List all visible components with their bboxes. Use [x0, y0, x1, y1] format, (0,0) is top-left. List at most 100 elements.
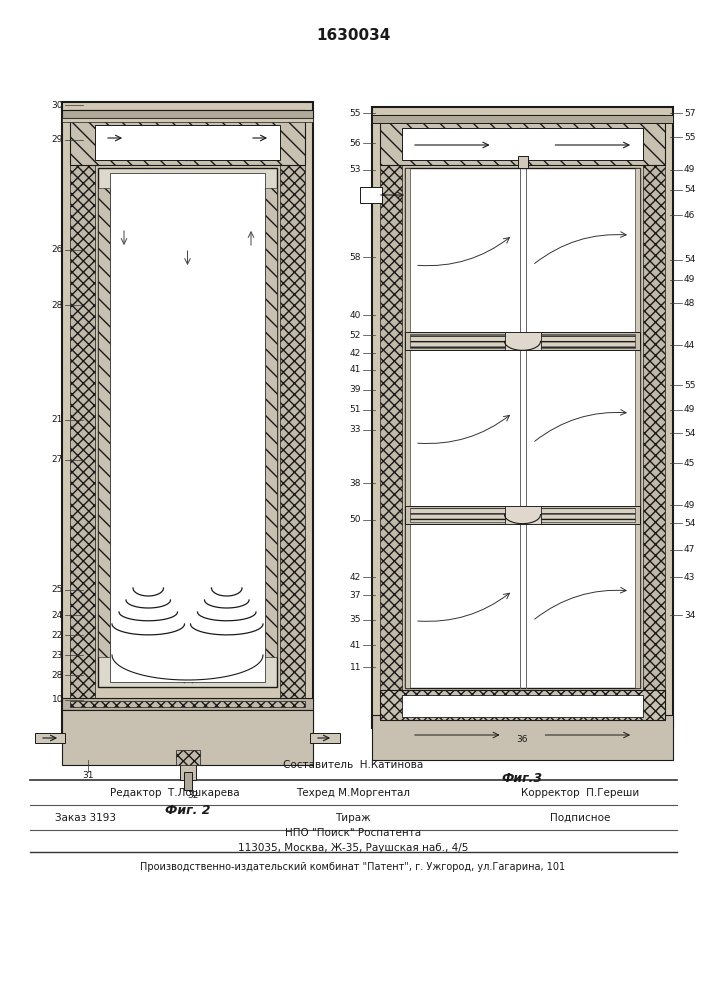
Bar [175, 750, 199, 765]
Bar [372, 115, 673, 123]
Bar [98, 188, 110, 657]
Text: 50: 50 [349, 516, 361, 524]
Bar [372, 715, 673, 760]
Text: 34: 34 [684, 610, 696, 619]
Text: 53: 53 [349, 165, 361, 174]
Text: 38: 38 [349, 479, 361, 488]
Bar [405, 506, 640, 524]
Bar [405, 332, 640, 350]
Text: 40: 40 [350, 310, 361, 320]
Text: 41: 41 [350, 365, 361, 374]
Bar [380, 115, 665, 165]
Text: 55: 55 [684, 380, 696, 389]
Text: Заказ 3193: Заказ 3193 [55, 813, 116, 823]
Text: 25: 25 [52, 585, 63, 594]
Text: 42: 42 [350, 572, 361, 582]
Bar [98, 168, 277, 687]
Bar [95, 125, 280, 160]
Text: Фиг.3: Фиг.3 [502, 772, 543, 784]
Text: 46: 46 [684, 211, 696, 220]
Text: Фиг. 2: Фиг. 2 [165, 804, 210, 816]
Text: 10: 10 [52, 696, 63, 704]
Text: 30: 30 [52, 101, 63, 109]
Text: 29: 29 [52, 135, 63, 144]
Text: Корректор  П.Гереши: Корректор П.Гереши [521, 788, 639, 798]
Text: 42: 42 [350, 349, 361, 358]
Text: 24: 24 [52, 610, 63, 619]
Text: 54: 54 [684, 186, 696, 194]
Bar [265, 188, 277, 657]
Text: 54: 54 [684, 255, 696, 264]
Bar [62, 110, 313, 118]
Bar [70, 701, 305, 707]
Text: Составитель  Н.Катинова: Составитель Н.Катинова [283, 760, 423, 770]
Bar [410, 508, 635, 522]
Text: 49: 49 [684, 165, 696, 174]
Text: 55: 55 [684, 132, 696, 141]
Text: 23: 23 [52, 650, 63, 660]
Text: 49: 49 [684, 275, 696, 284]
Text: Производственно-издательский комбинат "Патент", г. Ужгород, ул.Гагарина, 101: Производственно-издательский комбинат "П… [141, 862, 566, 872]
Text: 113035, Москва, Ж-35, Раушская наб., 4/5: 113035, Москва, Ж-35, Раушская наб., 4/5 [238, 843, 468, 853]
Bar [310, 733, 340, 743]
Text: 48: 48 [684, 298, 696, 308]
Text: Подписное: Подписное [550, 813, 610, 823]
Text: НПО "Поиск" Роспатента: НПО "Поиск" Роспатента [285, 828, 421, 838]
Text: 36: 36 [517, 736, 528, 744]
Bar [62, 102, 313, 733]
Bar [410, 334, 635, 348]
Text: Редактор  Т.Лошкарева: Редактор Т.Лошкарева [110, 788, 240, 798]
Bar [505, 506, 540, 524]
Text: 11: 11 [349, 662, 361, 672]
Text: 54: 54 [684, 428, 696, 438]
Text: 1630034: 1630034 [316, 27, 390, 42]
Text: 27: 27 [52, 456, 63, 464]
Text: 35: 35 [349, 615, 361, 624]
Bar [70, 135, 95, 700]
Bar [505, 332, 540, 350]
Text: 28: 28 [52, 670, 63, 680]
Bar [70, 110, 305, 165]
Bar [643, 142, 665, 692]
Text: Техред М.Моргентал: Техред М.Моргентал [296, 788, 410, 798]
Text: 33: 33 [349, 426, 361, 434]
Bar [62, 710, 313, 765]
Bar [380, 142, 402, 692]
Text: 44: 44 [684, 340, 695, 350]
Text: 37: 37 [349, 590, 361, 599]
Text: 41: 41 [350, 641, 361, 650]
Text: 28: 28 [52, 300, 63, 310]
Bar [405, 168, 410, 688]
Text: 22: 22 [52, 631, 63, 640]
Text: 31: 31 [82, 770, 94, 780]
Bar [180, 760, 196, 780]
Text: Тираж: Тираж [335, 813, 370, 823]
Text: 54: 54 [684, 518, 696, 528]
Text: 39: 39 [349, 385, 361, 394]
Bar [405, 168, 640, 688]
Text: 49: 49 [684, 500, 696, 510]
Text: 21: 21 [52, 416, 63, 424]
Text: 45: 45 [684, 458, 696, 468]
Text: 26: 26 [52, 245, 63, 254]
Bar [402, 128, 643, 160]
Bar [280, 135, 305, 700]
Bar [62, 698, 313, 710]
Bar [372, 107, 673, 728]
Bar [62, 118, 313, 122]
Text: 57: 57 [684, 108, 696, 117]
Bar [380, 690, 665, 720]
Bar [360, 187, 382, 203]
Text: 56: 56 [349, 138, 361, 147]
Text: 58: 58 [349, 252, 361, 261]
Text: 47: 47 [684, 546, 696, 554]
Bar [518, 156, 527, 168]
Text: 49: 49 [684, 406, 696, 414]
Text: 52: 52 [350, 330, 361, 340]
Text: 55: 55 [349, 108, 361, 117]
Bar [184, 772, 192, 790]
Bar [35, 733, 65, 743]
Bar [635, 168, 640, 688]
Bar [110, 173, 265, 682]
Text: 32: 32 [187, 790, 198, 800]
